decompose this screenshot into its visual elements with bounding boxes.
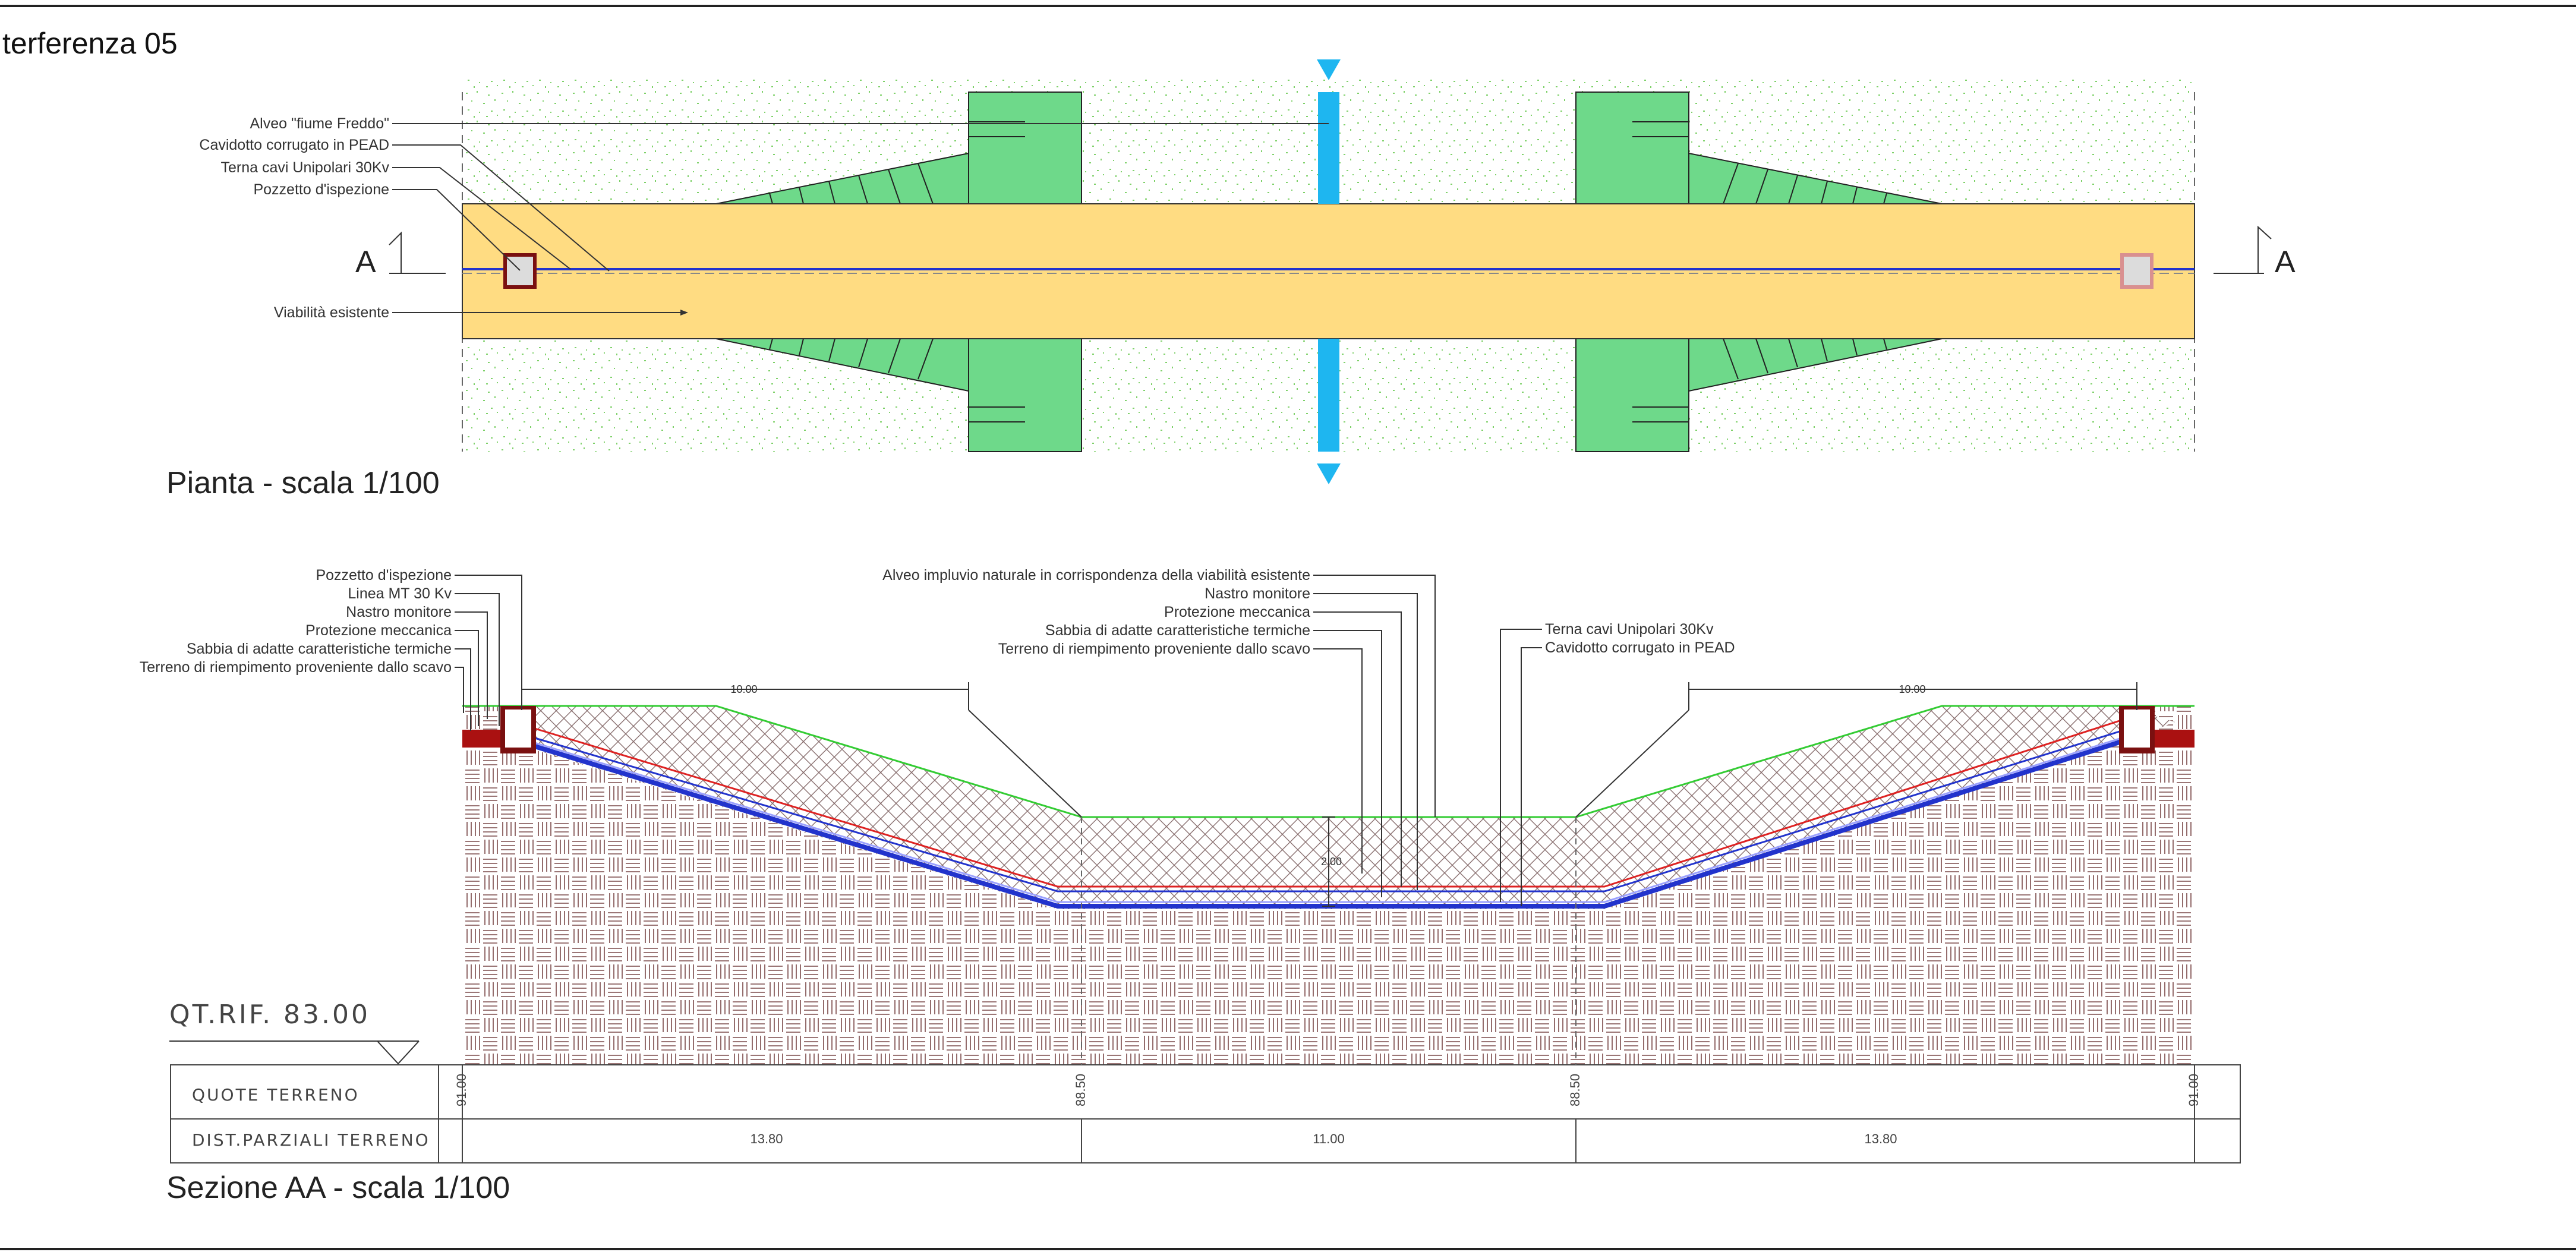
- sec-label-mt-line: Linea MT 30 Kv: [348, 585, 452, 602]
- distance-3: 13.80: [1864, 1131, 1897, 1146]
- sec-label-sand: Sabbia di adatte caratteristiche termich…: [187, 641, 452, 657]
- elevation-2: 88.50: [1073, 1074, 1088, 1106]
- distance-1: 13.80: [750, 1131, 783, 1146]
- red-band-left: [462, 730, 504, 748]
- plan-view: A A Alveo "fiume Freddo" Cavidotto corru…: [166, 59, 2296, 500]
- sec-label-center-backfill: Terreno di riempimento proveniente dallo…: [998, 641, 1310, 657]
- section-arrow-left: [389, 231, 446, 274]
- table-row2-header: DIST.PARZIALI TERRENO: [192, 1130, 430, 1150]
- warning-tape-line: [534, 730, 2122, 893]
- distance-2: 11.00: [1313, 1131, 1344, 1146]
- sec-label-mech-protection: Protezione meccanica: [305, 622, 452, 639]
- dim-right-value: 10.00: [1899, 683, 1925, 695]
- river-upper: [1318, 92, 1339, 204]
- reference-level-marker: [169, 1040, 420, 1065]
- elevation-1: 91.00: [454, 1074, 469, 1106]
- dim-depth-value: 2.00: [1321, 856, 1342, 868]
- section-caption: Sezione AA - scala 1/100: [166, 1171, 510, 1205]
- plan-label-cables: Terna cavi Unipolari 30Kv: [221, 159, 390, 176]
- red-band-right: [2151, 730, 2195, 748]
- section-mark-left: A: [355, 245, 376, 279]
- sec-label-right-conduit: Cavidotto corrugato in PEAD: [1545, 639, 1735, 656]
- plan-label-manhole: Pozzetto d'ispezione: [253, 181, 389, 198]
- reference-level: QT.RIF. 83.00: [169, 999, 370, 1030]
- section-view: 10.00 10.00 2.00 Pozzetto d'ispezione Li…: [140, 567, 2241, 1205]
- river-lower: [1318, 339, 1339, 452]
- flow-arrow-top: [1317, 59, 1341, 80]
- sec-label-warning-tape: Nastro monitore: [346, 604, 452, 620]
- plan-label-river: Alveo "fiume Freddo": [250, 115, 389, 132]
- dim-left-value: 10.00: [730, 683, 757, 695]
- plan-label-conduit: Cavidotto corrugato in PEAD: [199, 137, 389, 153]
- dimension-right: [1688, 682, 2137, 710]
- mt-cables: [534, 737, 2122, 903]
- sec-label-right-cables: Terna cavi Unipolari 30Kv: [1545, 621, 1714, 638]
- protection-line: [534, 719, 2122, 888]
- flow-arrow-bottom: [1317, 463, 1341, 484]
- plan-label-road: Viabilità esistente: [274, 304, 389, 321]
- dimension-depth: [1322, 816, 1335, 907]
- manhole-right: [2120, 253, 2154, 289]
- existing-road: [462, 203, 2195, 339]
- elevation-3: 88.50: [1568, 1074, 1582, 1106]
- table-row1-header: QUOTE TERRENO: [192, 1085, 360, 1105]
- section-mark-right: A: [2275, 245, 2296, 279]
- section-manhole-right: [2119, 706, 2155, 753]
- sec-label-center-mech-protection: Protezione meccanica: [1164, 604, 1310, 620]
- sec-label-center-warning-tape: Nastro monitore: [1205, 585, 1310, 602]
- embankment-right: [1575, 92, 1943, 452]
- elevation-4: 91.00: [2186, 1074, 2201, 1106]
- sec-label-backfill: Terreno di riempimento proveniente dallo…: [140, 659, 452, 676]
- profile-table: QUOTE TERRENO DIST.PARZIALI TERRENO 91.0…: [170, 817, 2241, 1163]
- sec-label-riverbed: Alveo impluvio naturale in corrispondenz…: [882, 567, 1310, 584]
- sec-label-manhole: Pozzetto d'ispezione: [316, 567, 452, 584]
- section-arrow-right: [2214, 225, 2272, 274]
- section-manhole-left: [500, 706, 536, 753]
- drawing-title: terferenza 05: [2, 27, 178, 60]
- plan-caption: Pianta - scala 1/100: [166, 466, 440, 500]
- sec-label-center-sand: Sabbia di adatte caratteristiche termich…: [1045, 622, 1310, 639]
